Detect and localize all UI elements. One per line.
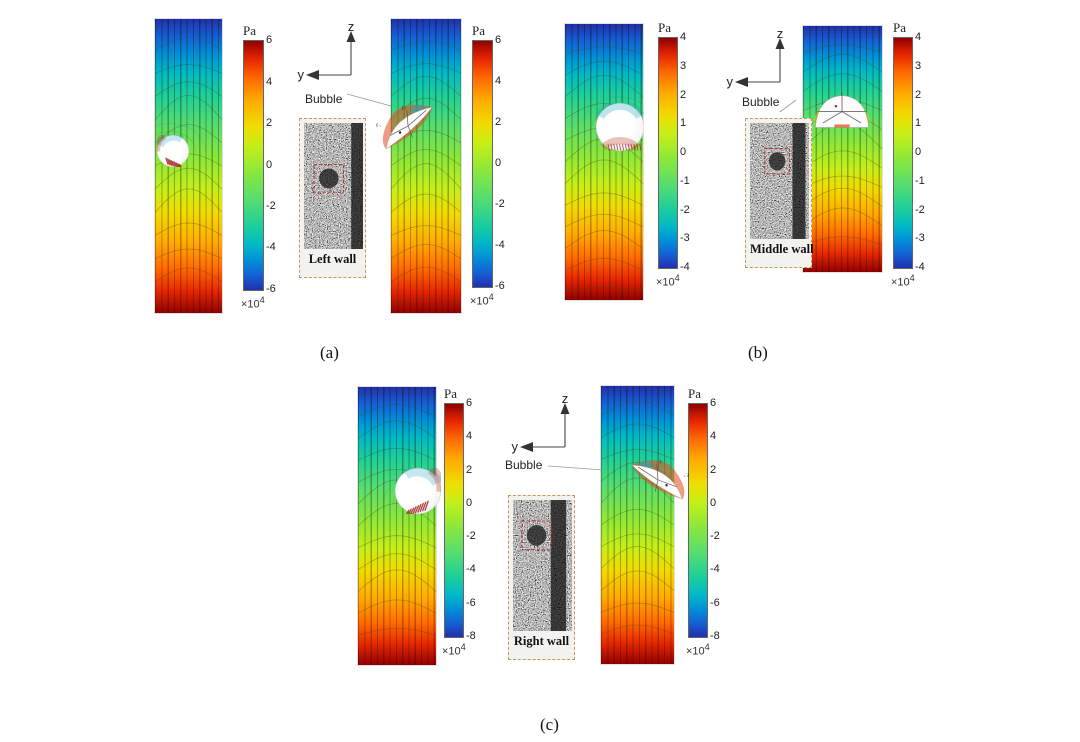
svg-text:y: y	[298, 67, 305, 82]
svg-text:y: y	[512, 439, 519, 454]
svg-text:z: z	[562, 392, 569, 406]
svg-text:z: z	[777, 27, 784, 41]
svg-text:F₂: F₂	[374, 122, 382, 129]
svg-text:F₂: F₂	[684, 472, 691, 479]
svg-text:z: z	[348, 20, 355, 34]
svg-text:y: y	[727, 74, 734, 89]
